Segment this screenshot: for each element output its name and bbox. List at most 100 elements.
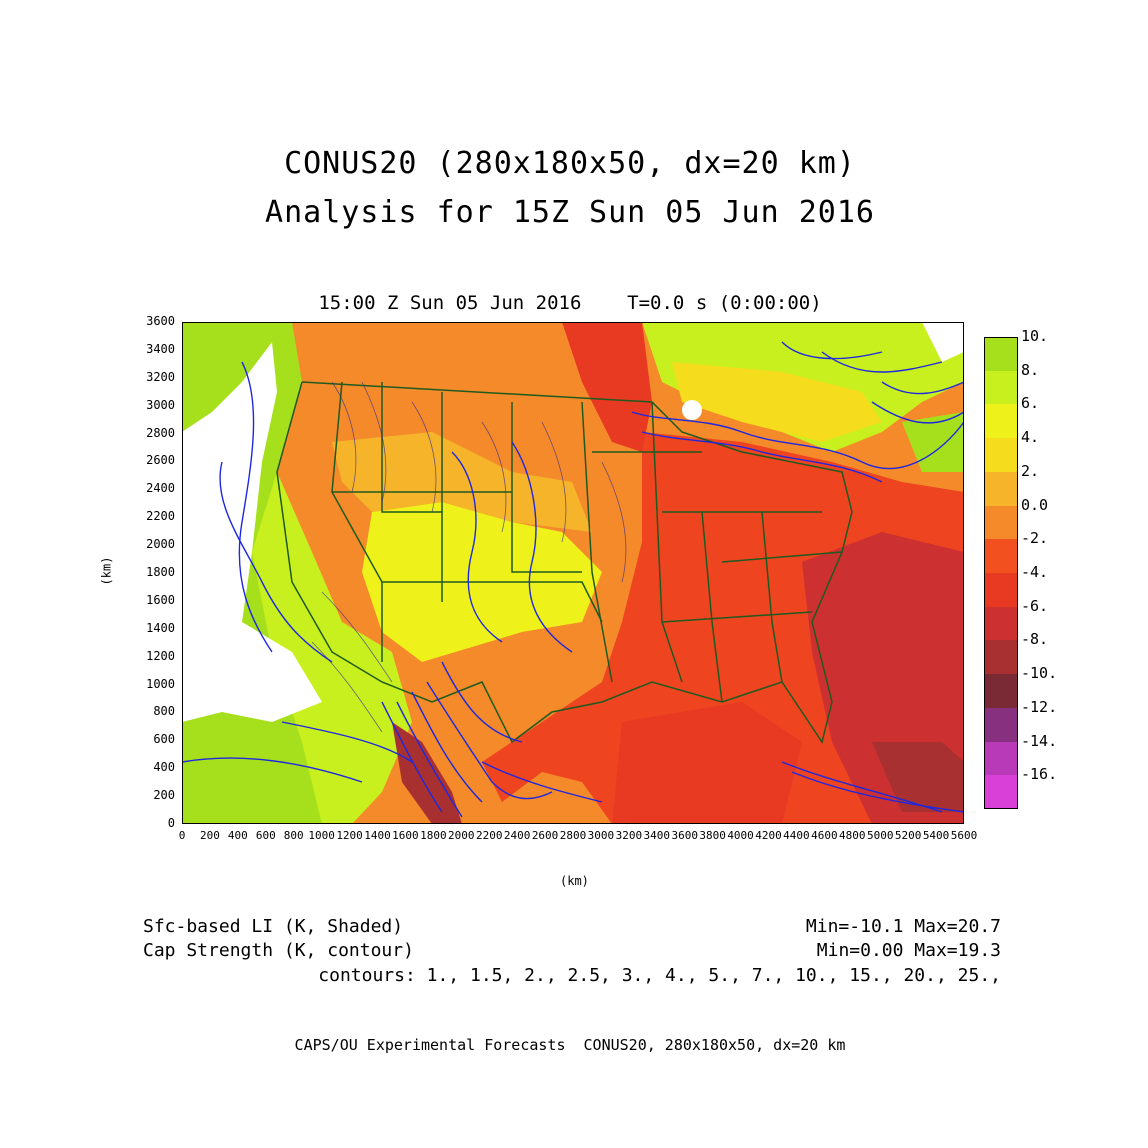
shade-west-lightgreen (252, 472, 412, 824)
map-plot (182, 322, 964, 824)
shade-north-red (562, 322, 652, 452)
shade-gulf-red (612, 702, 802, 824)
field2-name: Cap Strength (K, contour) (143, 940, 414, 961)
colorbar-label: -14. (1021, 731, 1058, 750)
y-tick-label: 2000 (146, 537, 175, 552)
shade-caribbean-darkest (872, 742, 964, 812)
y-axis-label: (km) (99, 556, 114, 586)
x-tick-label: 3000 (587, 829, 615, 842)
colorbar (984, 337, 1018, 810)
y-tick-label: 0 (167, 816, 175, 830)
x-tick-label: 4800 (839, 829, 866, 842)
colorbar-swatch (984, 674, 1018, 709)
cap-strength-contours (182, 341, 964, 818)
field1-name: Sfc-based LI (K, Shaded) (143, 916, 404, 937)
y-tick-label: 3400 (146, 341, 175, 356)
cap-strength-minor-contours (311, 381, 627, 733)
colorbar-label: -4. (1021, 563, 1049, 581)
shade-canada-yellow (672, 362, 882, 442)
x-tick-label: 1600 (392, 829, 419, 842)
valid-time-label: 15:00 Z Sun 05 Jun 2016 T=0.0 s (0:00:00… (318, 292, 822, 314)
colorbar-label: -6. (1021, 596, 1049, 615)
y-tick-label: 3200 (146, 369, 175, 384)
x-tick-label: 1200 (336, 829, 363, 842)
colorbar-label: 0.0 (1021, 495, 1049, 514)
x-tick-label: 1400 (364, 829, 391, 842)
x-tick-label: 200 (199, 829, 220, 842)
x-tick-label: 1000 (308, 829, 335, 842)
x-tick-label: 4000 (727, 829, 754, 842)
shade-pacific-white (182, 342, 322, 722)
shade-ne-white (922, 322, 964, 362)
field1-stats: Min=-10.1 Max=20.7 (805, 916, 1001, 937)
colorbar-swatch (984, 741, 1018, 776)
x-tick-label: 5200 (894, 829, 922, 842)
colorbar-swatch (984, 775, 1018, 810)
colorbar-label: 4. (1021, 428, 1040, 447)
colorbar-label: -12. (1021, 697, 1058, 716)
shade-atlantic-green (902, 412, 964, 472)
x-tick-label: 2000 (448, 829, 475, 842)
y-tick-label: 2200 (146, 509, 175, 524)
x-tick-label: 400 (227, 829, 248, 842)
colorbar-swatch (984, 471, 1018, 507)
colorbar-swatch (984, 573, 1018, 608)
state-borders (276, 381, 853, 744)
x-tick-label: 2800 (559, 829, 587, 842)
y-tick-label: 200 (153, 788, 175, 803)
plot-frame (182, 322, 964, 824)
shade-greatlakes-white (682, 400, 702, 420)
y-tick-label: 3600 (146, 314, 175, 328)
y-tick-label: 1000 (146, 676, 175, 691)
x-tick-label: 5000 (866, 829, 894, 842)
y-tick-label: 1400 (146, 620, 175, 635)
shade-mexico-darkred (392, 722, 462, 824)
x-tick-label: 2200 (475, 829, 503, 842)
colorbar-swatch (984, 640, 1018, 675)
chart-title: CONUS20 (280x180x50, dx=20 km) (284, 146, 856, 181)
colorbar-swatch (984, 505, 1018, 540)
x-tick-label: 0 (178, 829, 186, 842)
colorbar-swatch (984, 539, 1018, 574)
footer-credit: CAPS/OU Experimental Forecasts CONUS20, … (294, 1036, 846, 1054)
colorbar-swatch (984, 404, 1018, 439)
colorbar-label: -10. (1021, 664, 1058, 683)
x-tick-label: 3400 (643, 829, 671, 842)
chart-subtitle: Analysis for 15Z Sun 05 Jun 2016 (265, 195, 875, 230)
colorbar-label: -16. (1021, 765, 1058, 784)
contour-levels: contours: 1., 1.5, 2., 2.5, 3., 4., 5., … (318, 965, 1001, 986)
x-tick-label: 4200 (755, 829, 782, 842)
colorbar-swatch (984, 337, 1018, 372)
x-tick-label: 1800 (420, 829, 447, 842)
y-tick-label: 800 (153, 704, 175, 719)
y-tick-label: 2600 (146, 453, 175, 468)
shade-plains-gold (332, 432, 592, 532)
x-tick-label: 5600 (950, 829, 978, 842)
y-tick-label: 1800 (146, 565, 175, 579)
y-tick-label: 400 (153, 760, 175, 775)
y-tick-label: 1200 (146, 648, 175, 663)
colorbar-label: -8. (1021, 630, 1049, 649)
colorbar-label: 10. (1021, 327, 1049, 345)
x-tick-label: 800 (283, 829, 304, 842)
y-tick-label: 600 (153, 732, 175, 747)
y-tick-label: 2400 (146, 481, 175, 496)
colorbar-swatch (984, 707, 1018, 743)
x-tick-label: 4600 (811, 829, 838, 842)
colorbar-swatch (984, 606, 1018, 641)
x-axis-label: (km) (560, 874, 589, 888)
x-tick-label: 2600 (531, 829, 559, 842)
x-tick-label: 3600 (671, 829, 698, 842)
colorbar-swatch (984, 438, 1018, 473)
y-tick-label: 1600 (146, 592, 175, 607)
y-tick-label: 3000 (146, 397, 175, 412)
field2-stats: Min=0.00 Max=19.3 (816, 940, 1001, 961)
x-tick-label: 4400 (783, 829, 810, 842)
shade-pacific-green (182, 322, 272, 432)
x-tick-label: 3800 (699, 829, 726, 842)
colorbar-label: 6. (1021, 394, 1040, 413)
x-tick-label: 5400 (922, 829, 950, 842)
x-tick-label: 600 (255, 829, 276, 842)
colorbar-label: 8. (1021, 360, 1040, 379)
x-tick-label: 2400 (503, 829, 531, 842)
